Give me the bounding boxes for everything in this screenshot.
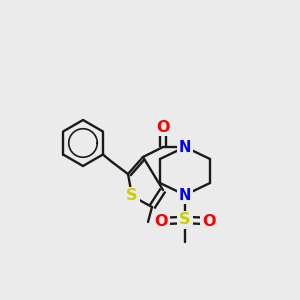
Text: S: S [179, 212, 191, 227]
Text: O: O [154, 214, 168, 229]
Text: O: O [156, 119, 170, 134]
Text: N: N [179, 140, 191, 154]
Text: N: N [179, 188, 191, 202]
Text: S: S [126, 188, 138, 203]
Text: O: O [202, 214, 216, 229]
